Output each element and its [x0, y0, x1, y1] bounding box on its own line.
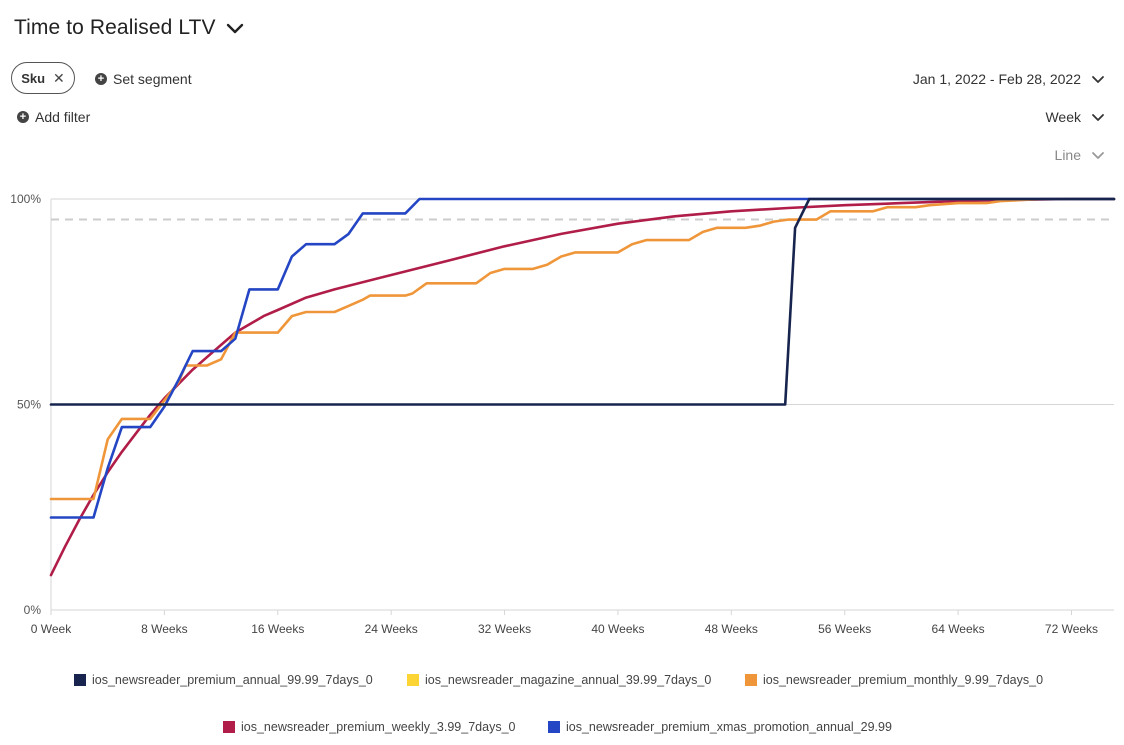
- chevron-down-icon: [1092, 151, 1104, 159]
- set-segment-button[interactable]: + Set segment: [95, 71, 192, 87]
- legend-item[interactable]: ios_newsreader_premium_monthly_9.99_7day…: [745, 673, 1043, 687]
- legend-swatch: [548, 721, 560, 733]
- legend-label: ios_newsreader_premium_weekly_3.99_7days…: [241, 720, 516, 734]
- x-tick-label: 16 Weeks: [251, 622, 304, 636]
- x-tick-label: 48 Weeks: [705, 622, 758, 636]
- legend-swatch: [223, 721, 235, 733]
- series-line: [49, 197, 1116, 406]
- date-range-dropdown[interactable]: Jan 1, 2022 - Feb 28, 2022: [913, 71, 1105, 87]
- x-tick-label: 72 Weeks: [1045, 622, 1098, 636]
- y-tick-label: 100%: [10, 192, 41, 206]
- legend-swatch: [407, 674, 419, 686]
- x-tick-label: 24 Weeks: [365, 622, 418, 636]
- legend-label: ios_newsreader_premium_annual_99.99_7day…: [92, 673, 373, 687]
- legend-label: ios_newsreader_premium_xmas_promotion_an…: [566, 720, 892, 734]
- chip-label: Sku: [21, 70, 46, 86]
- x-tick-label: 56 Weeks: [818, 622, 871, 636]
- x-tick-label: 40 Weeks: [591, 622, 644, 636]
- x-tick-label: 32 Weeks: [478, 622, 531, 636]
- date-range-label: Jan 1, 2022 - Feb 28, 2022: [912, 71, 1081, 87]
- chart-type-dropdown[interactable]: Line: [1055, 147, 1105, 163]
- legend-swatch: [745, 674, 757, 686]
- x-tick-label: 64 Weeks: [932, 622, 985, 636]
- chart-type-label: Line: [1054, 147, 1081, 163]
- page-title: Time to Realised LTV: [14, 16, 216, 39]
- granularity-dropdown[interactable]: Week: [1045, 109, 1105, 125]
- legend-label: ios_newsreader_magazine_annual_39.99_7da…: [425, 673, 712, 687]
- legend-item[interactable]: ios_newsreader_premium_weekly_3.99_7days…: [223, 720, 515, 734]
- plus-circle-icon: +: [17, 111, 29, 123]
- close-icon[interactable]: ✕: [53, 69, 65, 86]
- legend-item[interactable]: ios_newsreader_magazine_annual_39.99_7da…: [407, 673, 711, 687]
- y-tick-label: 50%: [17, 398, 41, 412]
- report-title-dropdown[interactable]: Time to Realised LTV: [14, 16, 244, 40]
- sku-segment-chip[interactable]: Sku ✕: [11, 62, 75, 94]
- granularity-label: Week: [1045, 109, 1081, 125]
- set-segment-label: Set segment: [113, 71, 192, 87]
- chevron-down-icon: [226, 23, 243, 34]
- series-line: [49, 197, 1116, 577]
- plus-circle-icon: +: [95, 73, 107, 85]
- legend-item[interactable]: ios_newsreader_premium_xmas_promotion_an…: [548, 720, 892, 734]
- ltv-line-chart: 0% 50% 100% 0 Week 8 Weeks 16 Weeks 24 Weeks 32…: [10, 192, 1116, 636]
- legend-item[interactable]: ios_newsreader_premium_annual_99.99_7day…: [74, 673, 373, 687]
- legend-label: ios_newsreader_premium_monthly_9.99_7day…: [763, 673, 1044, 687]
- y-tick-label: 0%: [24, 603, 42, 617]
- add-filter-button[interactable]: + Add filter: [17, 109, 90, 125]
- series-line: [49, 197, 1116, 501]
- x-tick-label: 0 Week: [31, 622, 72, 636]
- chevron-down-icon: [1092, 113, 1104, 121]
- series-line: [49, 197, 1116, 519]
- x-tick-label: 8 Weeks: [141, 622, 187, 636]
- add-filter-label: Add filter: [35, 109, 91, 125]
- legend-swatch: [74, 674, 86, 686]
- chevron-down-icon: [1092, 75, 1104, 83]
